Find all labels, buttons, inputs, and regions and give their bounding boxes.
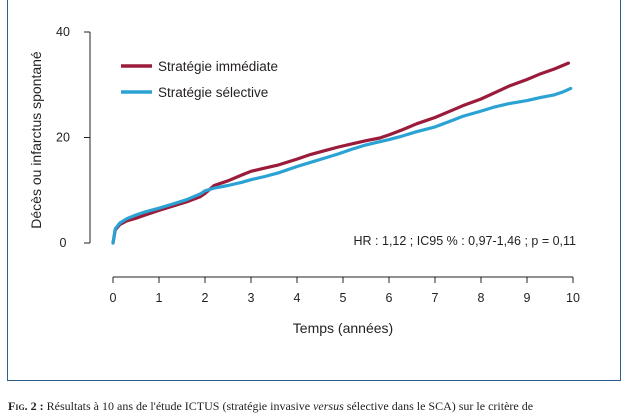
y-tick-label: 40 [56, 25, 70, 39]
chart: 0 20 40 0 1 2 3 4 5 6 7 8 9 10 Décès ou infarctus spo… [28, 25, 580, 336]
caption-text-italic: versus [313, 399, 344, 413]
series-line-selective [111, 86, 573, 245]
caption-text-after: sélective dans le SCA) sur le critère de [343, 399, 534, 413]
caption-label: Fig. 2 : [8, 399, 44, 413]
x-tick-label: 5 [340, 291, 347, 305]
figure-frame [7, 0, 621, 381]
figure-caption: Fig. 2 : Résultats à 10 ans de l'étude I… [8, 399, 628, 414]
series-line-immediate [111, 61, 570, 245]
x-tick-label: 6 [386, 291, 393, 305]
x-tick-label: 2 [202, 291, 209, 305]
legend-label-selective: Stratégie sélective [158, 85, 268, 100]
series-lines [111, 61, 573, 245]
x-tick-label: 1 [156, 291, 163, 305]
y-tick-label: 20 [56, 131, 70, 145]
legend-label-immediate: Stratégie immédiate [158, 59, 278, 74]
y-tick-label: 0 [60, 236, 67, 250]
annotation-stats: HR : 1,12 ; IC95 % : 0,97-1,46 ; p = 0,1… [354, 234, 577, 248]
x-tick-label: 10 [566, 291, 580, 305]
x-tick-label: 0 [110, 291, 117, 305]
legend: Stratégie immédiate Stratégie sélective [121, 59, 278, 100]
x-tick-label: 7 [432, 291, 439, 305]
x-tick-label: 9 [524, 291, 531, 305]
x-tick-label: 4 [294, 291, 301, 305]
x-tick-label: 3 [248, 291, 255, 305]
y-axis-label: Décès ou infarctus spontané [28, 51, 44, 229]
x-axis-label: Temps (années) [293, 320, 393, 336]
x-tick-label: 8 [478, 291, 485, 305]
caption-text-before: Résultats à 10 ans de l'étude ICTUS (str… [43, 399, 314, 413]
axes: 0 20 40 0 1 2 3 4 5 6 7 8 9 10 [56, 25, 580, 305]
